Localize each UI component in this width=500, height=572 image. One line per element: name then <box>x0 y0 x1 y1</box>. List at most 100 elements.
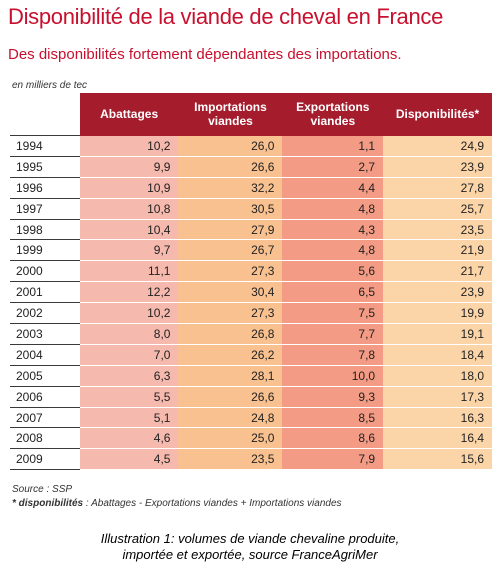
cell-exportations: 9,3 <box>282 386 384 408</box>
header-exportations: Exportations viandes <box>282 93 384 136</box>
cell-year: 2006 <box>10 386 80 408</box>
table-row: 2000 11,1 27,3 5,6 21,7 <box>10 260 492 283</box>
cell-disponibilites: 23,9 <box>383 281 492 304</box>
cell-year: 2000 <box>10 260 80 283</box>
cell-year: 1995 <box>10 156 80 178</box>
cell-exportations: 7,5 <box>282 302 384 325</box>
cell-exportations: 4,8 <box>282 198 384 220</box>
cell-year: 1997 <box>10 198 80 220</box>
cell-exportations: 4,4 <box>282 177 384 199</box>
cell-disponibilites: 19,9 <box>383 302 492 325</box>
cell-importations: 26,6 <box>178 156 283 178</box>
cell-disponibilites: 27,8 <box>383 177 492 199</box>
table-row: 1995 9,9 26,6 2,7 23,9 <box>10 156 492 178</box>
caption-line-1: Illustration 1: volumes de viande cheval… <box>100 531 400 546</box>
table-row: 2005 6,3 28,1 10,0 18,0 <box>10 365 492 387</box>
table-row: 1996 10,9 32,2 4,4 27,8 <box>10 177 492 199</box>
data-table: Abattages Importations viandes Exportati… <box>10 93 492 471</box>
table-row: 2006 5,5 26,6 9,3 17,3 <box>10 386 492 408</box>
cell-disponibilites: 21,9 <box>383 239 492 262</box>
cell-exportations: 7,7 <box>282 323 384 345</box>
cell-importations: 24,8 <box>178 407 283 429</box>
footnote-text: : Abattages - Exportations viandes + Imp… <box>83 498 342 509</box>
caption-line-2: importée et exportée, source FranceAgriM… <box>122 547 378 562</box>
cell-importations: 26,6 <box>178 386 283 408</box>
cell-abattages: 10,4 <box>79 219 179 241</box>
cell-disponibilites: 23,5 <box>383 219 492 241</box>
table-row: 1994 10,2 26,0 1,1 24,9 <box>10 135 492 157</box>
cell-abattages: 7,0 <box>79 344 179 366</box>
table-row: 2009 4,5 23,5 7,9 15,6 <box>10 448 492 471</box>
page-title: Disponibilité de la viande de cheval en … <box>8 4 444 29</box>
cell-exportations: 4,8 <box>282 239 384 262</box>
table-header-row: Abattages Importations viandes Exportati… <box>10 93 492 136</box>
table-row: 1998 10,4 27,9 4,3 23,5 <box>10 219 492 241</box>
figure-caption: Illustration 1: volumes de viande cheval… <box>0 531 500 563</box>
cell-disponibilites: 16,4 <box>383 427 492 450</box>
cell-importations: 26,0 <box>178 135 283 157</box>
header-disponibilites: Disponibilités* <box>383 93 492 136</box>
table-row: 1997 10,8 30,5 4,8 25,7 <box>10 198 492 220</box>
footnote-term: * disponibilités <box>12 498 84 509</box>
cell-disponibilites: 17,3 <box>383 386 492 408</box>
cell-importations: 27,3 <box>178 260 283 283</box>
cell-exportations: 8,5 <box>282 407 384 429</box>
cell-importations: 32,2 <box>178 177 283 199</box>
page-subtitle: Des disponibilités fortement dépendantes… <box>8 46 402 63</box>
cell-abattages: 5,5 <box>79 386 179 408</box>
cell-disponibilites: 18,0 <box>383 365 492 387</box>
cell-abattages: 5,1 <box>79 407 179 429</box>
cell-year: 2005 <box>10 365 80 387</box>
cell-importations: 30,5 <box>178 198 283 220</box>
cell-abattages: 4,6 <box>79 427 179 450</box>
cell-abattages: 12,2 <box>79 281 179 304</box>
cell-disponibilites: 18,4 <box>383 344 492 366</box>
cell-abattages: 10,2 <box>79 302 179 325</box>
cell-importations: 26,8 <box>178 323 283 345</box>
cell-disponibilites: 23,9 <box>383 156 492 178</box>
cell-importations: 27,9 <box>178 219 283 241</box>
table-row: 2001 12,2 30,4 6,5 23,9 <box>10 281 492 304</box>
cell-disponibilites: 15,6 <box>383 448 492 471</box>
cell-importations: 26,7 <box>178 239 283 262</box>
table-row: 2003 8,0 26,8 7,7 19,1 <box>10 323 492 345</box>
cell-abattages: 11,1 <box>79 260 179 283</box>
cell-disponibilites: 24,9 <box>383 135 492 157</box>
cell-year: 2008 <box>10 427 80 450</box>
source-note: Source : SSP <box>12 484 73 495</box>
cell-disponibilites: 16,3 <box>383 407 492 429</box>
cell-importations: 30,4 <box>178 281 283 304</box>
cell-exportations: 5,6 <box>282 260 384 283</box>
header-abattages: Abattages <box>79 93 179 136</box>
unit-note: en milliers de tec <box>12 80 88 91</box>
header-importations: Importations viandes <box>178 93 283 136</box>
cell-year: 2003 <box>10 323 80 345</box>
table-row: 2007 5,1 24,8 8,5 16,3 <box>10 407 492 429</box>
cell-disponibilites: 25,7 <box>383 198 492 220</box>
header-year <box>10 93 80 136</box>
cell-year: 2002 <box>10 302 80 325</box>
cell-exportations: 7,9 <box>282 448 384 471</box>
cell-exportations: 2,7 <box>282 156 384 178</box>
cell-abattages: 9,7 <box>79 239 179 262</box>
cell-abattages: 10,2 <box>79 135 179 157</box>
cell-importations: 23,5 <box>178 448 283 471</box>
table-body: 1994 10,2 26,0 1,1 24,9 1995 9,9 26,6 2,7 23,9 199… <box>10 135 492 471</box>
cell-exportations: 10,0 <box>282 365 384 387</box>
cell-disponibilites: 21,7 <box>383 260 492 283</box>
cell-exportations: 6,5 <box>282 281 384 304</box>
cell-abattages: 10,9 <box>79 177 179 199</box>
cell-exportations: 4,3 <box>282 219 384 241</box>
table-row: 2002 10,2 27,3 7,5 19,9 <box>10 302 492 325</box>
cell-abattages: 9,9 <box>79 156 179 178</box>
cell-year: 2007 <box>10 407 80 429</box>
cell-year: 1994 <box>10 135 80 157</box>
cell-year: 2009 <box>10 448 80 471</box>
cell-importations: 26,2 <box>178 344 283 366</box>
cell-disponibilites: 19,1 <box>383 323 492 345</box>
cell-abattages: 4,5 <box>79 448 179 471</box>
table-row: 1999 9,7 26,7 4,8 21,9 <box>10 239 492 262</box>
cell-year: 2004 <box>10 344 80 366</box>
cell-exportations: 1,1 <box>282 135 384 157</box>
cell-year: 2001 <box>10 281 80 304</box>
